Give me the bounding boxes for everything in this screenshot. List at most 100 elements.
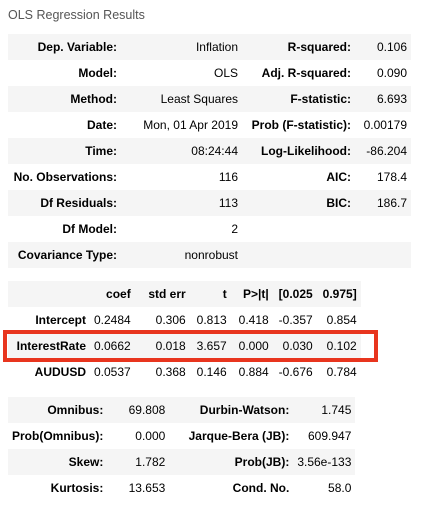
cell: 0.030 (272, 333, 317, 359)
column-header: coef (90, 281, 135, 307)
summary-value: 0.106 (355, 34, 411, 60)
summary-label: Covariance Type: (8, 242, 121, 268)
cell: 0.854 (316, 307, 361, 333)
summary-label: Time: (8, 138, 121, 164)
coefficients-table: coef std err t P>|t| [0.025 0.975] Inter… (8, 281, 361, 385)
table-row: Df Residuals: 113 BIC: 186.7 (8, 190, 411, 216)
model-summary-table: Dep. Variable: Inflation R-squared: 0.10… (8, 34, 411, 268)
summary-label: Df Model: (8, 216, 121, 242)
summary-label: Model: (8, 60, 121, 86)
diagnostic-value: 69.808 (107, 397, 170, 423)
cell: 0.0537 (90, 359, 135, 385)
cell: -0.676 (272, 359, 317, 385)
summary-label: R-squared: (242, 34, 355, 60)
cell: 0.784 (316, 359, 361, 385)
column-header: std err (134, 281, 190, 307)
cell: 0.000 (230, 333, 273, 359)
summary-value: OLS (121, 60, 242, 86)
diagnostic-label: Skew: (8, 449, 108, 475)
diagnostics-table: Omnibus: 69.808 Durbin-Watson: 1.745 Pro… (8, 397, 356, 501)
diagnostic-label: Prob(Omnibus): (8, 423, 108, 449)
summary-label: Adj. R-squared: (242, 60, 355, 86)
table-row-highlighted: InterestRate 0.0662 0.018 3.657 0.000 0.… (8, 333, 361, 359)
column-header (8, 281, 90, 307)
cell: 0.018 (134, 333, 190, 359)
column-header: t (189, 281, 231, 307)
table-row: Date: Mon, 01 Apr 2019 Prob (F-statistic… (8, 112, 411, 138)
table-row: Model: OLS Adj. R-squared: 0.090 (8, 60, 411, 86)
summary-value: nonrobust (121, 242, 242, 268)
summary-label: No. Observations: (8, 164, 121, 190)
diagnostic-label: Kurtosis: (8, 475, 108, 501)
row-label: Intercept (8, 307, 90, 333)
cell: 3.657 (189, 333, 231, 359)
cell: 0.368 (134, 359, 190, 385)
table-row: Df Model: 2 (8, 216, 411, 242)
diagnostic-value: 3.56e-133 (293, 449, 356, 475)
cell: 0.884 (230, 359, 273, 385)
diagnostic-label: Durbin-Watson: (169, 397, 294, 423)
summary-label: Prob (F-statistic): (242, 112, 355, 138)
diagnostic-value: 13.653 (107, 475, 170, 501)
cell: 0.102 (316, 333, 361, 359)
diagnostic-value: 1.782 (107, 449, 170, 475)
table-row: Skew: 1.782 Prob(JB): 3.56e-133 (8, 449, 356, 475)
summary-label: Method: (8, 86, 121, 112)
cell: 0.306 (134, 307, 190, 333)
cell: 0.0662 (90, 333, 135, 359)
diagnostic-value: 0.000 (107, 423, 170, 449)
table-row: Omnibus: 69.808 Durbin-Watson: 1.745 (8, 397, 356, 423)
table-row: Prob(Omnibus): 0.000 Jarque-Bera (JB): 6… (8, 423, 356, 449)
table-row: Method: Least Squares F-statistic: 6.693 (8, 86, 411, 112)
diagnostic-value: 58.0 (293, 475, 356, 501)
diagnostic-label: Prob(JB): (169, 449, 294, 475)
diagnostic-label: Omnibus: (8, 397, 108, 423)
diagnostic-label: Jarque-Bera (JB): (169, 423, 294, 449)
table-row: Dep. Variable: Inflation R-squared: 0.10… (8, 34, 411, 60)
summary-value: -86.204 (355, 138, 411, 164)
table-caption: OLS Regression Results (8, 8, 145, 22)
diagnostic-value: 609.947 (293, 423, 356, 449)
summary-value: 186.7 (355, 190, 411, 216)
diagnostic-label: Cond. No. (169, 475, 294, 501)
table-header-row: coef std err t P>|t| [0.025 0.975] (8, 281, 361, 307)
summary-value: 0.090 (355, 60, 411, 86)
cell: -0.357 (272, 307, 317, 333)
table-row: AUDUSD 0.0537 0.368 0.146 0.884 -0.676 0… (8, 359, 361, 385)
summary-value: 116 (121, 164, 242, 190)
table-row: Intercept 0.2484 0.306 0.813 0.418 -0.35… (8, 307, 361, 333)
summary-label: AIC: (242, 164, 355, 190)
summary-label: F-statistic: (242, 86, 355, 112)
summary-value: 0.00179 (355, 112, 411, 138)
row-label: InterestRate (8, 333, 90, 359)
summary-value: 6.693 (355, 86, 411, 112)
table-row: Kurtosis: 13.653 Cond. No. 58.0 (8, 475, 356, 501)
summary-value: Inflation (121, 34, 242, 60)
cell: 0.146 (189, 359, 231, 385)
summary-value: Mon, 01 Apr 2019 (121, 112, 242, 138)
summary-value: 08:24:44 (121, 138, 242, 164)
row-label: AUDUSD (8, 359, 90, 385)
summary-value: Least Squares (121, 86, 242, 112)
summary-label (242, 216, 355, 242)
cell: 0.2484 (90, 307, 135, 333)
summary-value: 178.4 (355, 164, 411, 190)
summary-value (355, 216, 411, 242)
summary-label: Dep. Variable: (8, 34, 121, 60)
table-row: No. Observations: 116 AIC: 178.4 (8, 164, 411, 190)
summary-label: Log-Likelihood: (242, 138, 355, 164)
cell: 0.418 (230, 307, 273, 333)
column-header: 0.975] (316, 281, 361, 307)
summary-label: Date: (8, 112, 121, 138)
table-row: Covariance Type: nonrobust (8, 242, 411, 268)
summary-value: 2 (121, 216, 242, 242)
cell: 0.813 (189, 307, 231, 333)
diagnostic-value: 1.745 (293, 397, 356, 423)
summary-label: Df Residuals: (8, 190, 121, 216)
summary-label: BIC: (242, 190, 355, 216)
summary-value (355, 242, 411, 268)
summary-label (242, 242, 355, 268)
summary-value: 113 (121, 190, 242, 216)
table-row: Time: 08:24:44 Log-Likelihood: -86.204 (8, 138, 411, 164)
column-header: [0.025 (272, 281, 317, 307)
